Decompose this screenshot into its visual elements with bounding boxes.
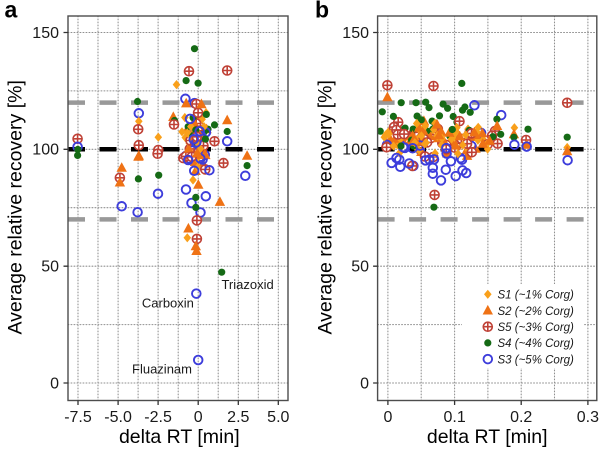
svg-text:delta RT [min]: delta RT [min]: [119, 426, 240, 448]
svg-text:delta RT [min]: delta RT [min]: [427, 426, 548, 448]
svg-text:150: 150: [32, 25, 59, 42]
svg-text:Average relative recovery [%]: Average relative recovery [%]: [5, 80, 27, 334]
svg-text:2.5: 2.5: [227, 409, 249, 426]
svg-text:0: 0: [194, 409, 203, 426]
svg-text:Carboxin: Carboxin: [142, 296, 194, 311]
svg-text:50: 50: [41, 259, 59, 276]
svg-text:Triazoxid: Triazoxid: [221, 277, 273, 292]
svg-text:100: 100: [32, 142, 59, 159]
svg-text:S1 (~1% Corg): S1 (~1% Corg): [498, 290, 575, 302]
svg-text:0: 0: [383, 409, 392, 426]
svg-text:b: b: [315, 0, 329, 22]
svg-text:0.1: 0.1: [443, 409, 465, 426]
svg-text:a: a: [5, 0, 18, 22]
svg-text:S3 (~5% Corg): S3 (~5% Corg): [498, 354, 575, 366]
svg-text:5.0: 5.0: [267, 409, 289, 426]
svg-text:S4 (~4% Corg): S4 (~4% Corg): [498, 338, 575, 350]
svg-text:S5 (~3% Corg): S5 (~3% Corg): [498, 322, 575, 334]
svg-text:50: 50: [351, 259, 369, 276]
svg-text:100: 100: [342, 142, 369, 159]
svg-text:-5.0: -5.0: [104, 409, 132, 426]
svg-text:0: 0: [50, 375, 59, 392]
svg-text:0: 0: [360, 375, 369, 392]
svg-text:0.3: 0.3: [577, 409, 599, 426]
svg-text:S2 (~2% Corg): S2 (~2% Corg): [498, 306, 575, 318]
svg-text:0.2: 0.2: [510, 409, 532, 426]
svg-text:-2.5: -2.5: [144, 409, 172, 426]
svg-text:Average relative recovery [%]: Average relative recovery [%]: [315, 80, 337, 334]
svg-text:Fluazinam: Fluazinam: [132, 362, 192, 377]
svg-text:-7.5: -7.5: [64, 409, 92, 426]
svg-text:150: 150: [342, 25, 369, 42]
